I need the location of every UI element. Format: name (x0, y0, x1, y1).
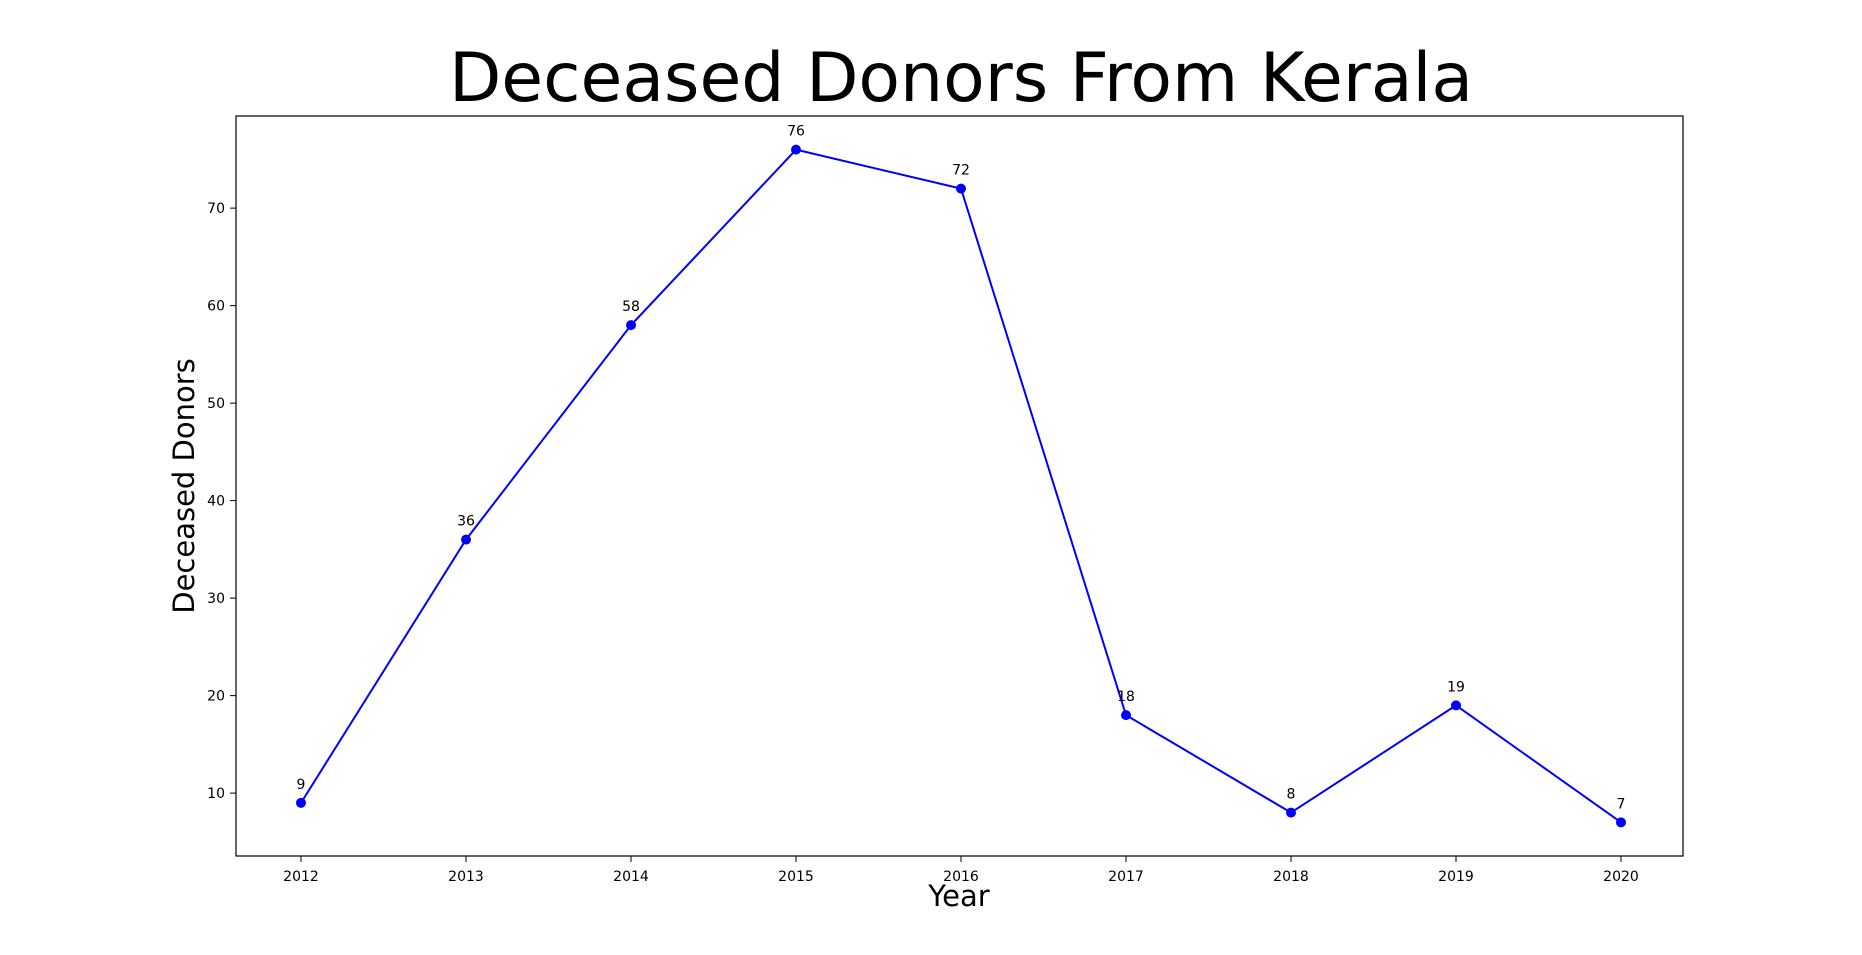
data-point (956, 183, 966, 194)
x-tick-label: 2019 (1438, 869, 1474, 885)
y-tick-label: 10 (207, 786, 225, 802)
data-point (1616, 817, 1626, 828)
data-label: 72 (952, 163, 970, 179)
chart-title: Deceased Donors From Kerala (449, 39, 1473, 118)
data-point (791, 144, 801, 155)
y-tick-label: 70 (207, 201, 225, 217)
x-tick-label: 2014 (613, 869, 649, 885)
y-tick-label: 50 (207, 396, 225, 412)
x-axis-ticks: 2012 2013 2014 2015 2016 2017 2018 2019 2020 (283, 856, 1639, 885)
series-deceased-donors: 9 36 58 76 72 18 8 19 7 (296, 124, 1626, 828)
x-tick-label: 2013 (448, 869, 484, 885)
series-line (300, 148, 1622, 824)
plot-area-frame (235, 115, 1684, 857)
data-label: 9 (297, 777, 306, 793)
x-tick-label: 2016 (943, 869, 979, 885)
x-tick-label: 2020 (1603, 869, 1639, 885)
y-tick-label: 40 (207, 494, 225, 510)
data-label: 18 (1117, 689, 1135, 705)
data-point (1121, 710, 1131, 721)
x-axis-label: Year (927, 879, 989, 913)
y-tick-label: 30 (207, 591, 225, 607)
y-tick-label: 60 (207, 299, 225, 315)
y-tick-label: 20 (207, 689, 225, 705)
y-axis-ticks: 10 20 30 40 50 60 70 (207, 201, 236, 802)
data-label: 76 (787, 124, 805, 140)
data-label: 8 (1287, 787, 1296, 803)
data-point (626, 320, 636, 331)
data-label: 19 (1447, 679, 1465, 695)
x-tick-label: 2012 (283, 869, 319, 885)
data-point (1286, 807, 1296, 818)
data-label: 7 (1617, 796, 1626, 812)
data-label: 36 (457, 514, 475, 530)
x-tick-label: 2017 (1108, 869, 1144, 885)
x-tick-label: 2015 (778, 869, 814, 885)
data-point (296, 797, 306, 808)
x-tick-label: 2018 (1273, 869, 1309, 885)
data-point (461, 534, 471, 545)
data-label: 58 (622, 299, 640, 315)
data-point (1451, 700, 1461, 711)
y-axis-label: Deceased Donors (167, 358, 201, 614)
